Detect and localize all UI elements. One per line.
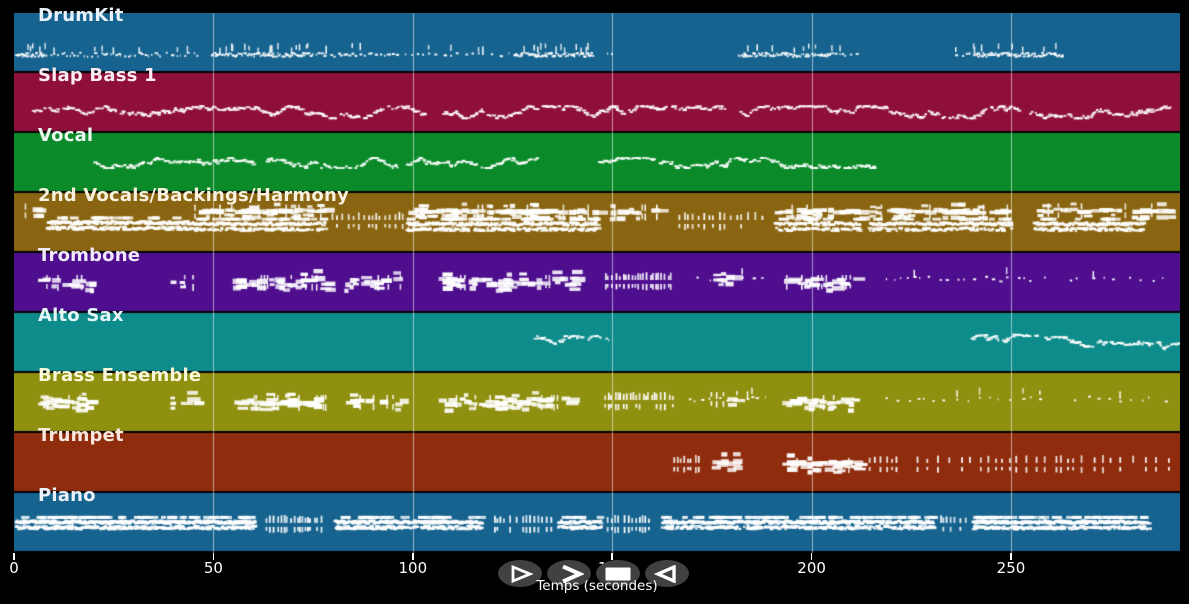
track-label-2nd-vocals: 2nd Vocals/Backings/Harmony [38,185,349,206]
x-tick-mark [611,553,613,560]
play-outline-icon [511,564,534,583]
x-tick-label: 250 [996,559,1026,577]
x-tick-mark [212,553,215,560]
play-button[interactable] [498,560,542,587]
track-plot-canvas [14,13,1180,553]
track-label-trombone: Trombone [38,245,141,266]
x-tick-label: 0 [9,559,19,577]
rewind-icon [653,564,676,583]
rewind-button[interactable] [645,560,689,587]
x-tick-label: 100 [398,559,428,577]
x-tick-mark [810,553,813,560]
track-label-alto-sax: Alto Sax [38,305,124,326]
x-axis-label: Temps (secondes) [536,578,658,594]
x-tick-label: 200 [797,559,826,577]
fast-forward-button[interactable] [547,560,591,587]
stop-icon [605,567,631,580]
track-label-slap-bass: Slap Bass 1 [38,65,157,86]
x-tick-mark [13,553,15,560]
x-tick-mark [412,553,414,560]
fast-forward-icon [562,564,584,583]
track-label-piano: Piano [38,485,96,506]
track-label-trumpet: Trumpet [38,425,124,446]
track-label-brass-ensemble: Brass Ensemble [38,365,202,386]
x-tick-label: 50 [203,559,223,577]
track-label-drumkit: DrumKit [38,5,124,26]
track-label-vocal: Vocal [38,125,94,146]
x-tick-mark [1010,553,1012,560]
stop-button[interactable] [596,560,640,587]
